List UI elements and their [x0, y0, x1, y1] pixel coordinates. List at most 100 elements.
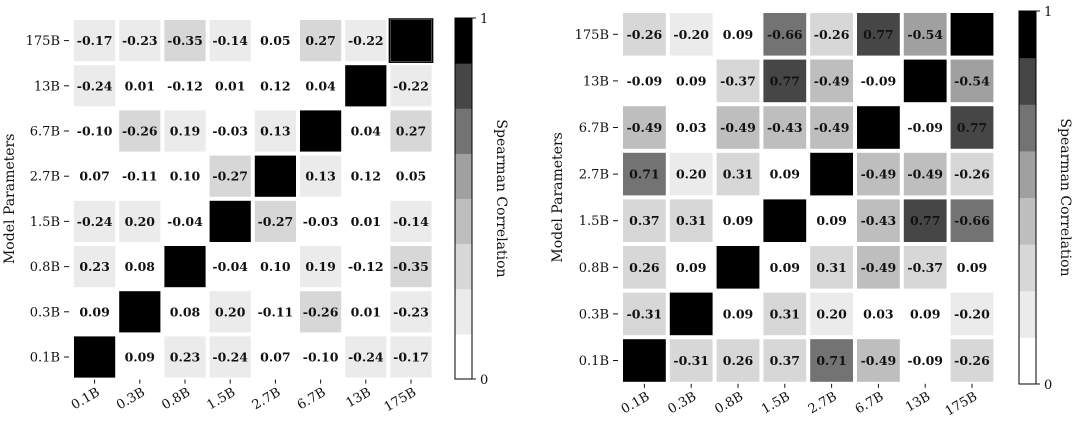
y-tick-label: 0.3B [579, 307, 609, 322]
y-tick-label: 6.7B [579, 121, 609, 136]
heatmap-cell [857, 152, 900, 196]
cell-value-label: -0.37 [720, 73, 756, 88]
cell-value-label: -0.09 [907, 353, 943, 368]
heatmap-cell [74, 110, 116, 152]
heatmap-cell [119, 155, 161, 197]
heatmap-cell [345, 291, 387, 333]
cell-value-label: 0.09 [957, 260, 987, 275]
heatmap-cell [857, 106, 900, 149]
heatmap-cell [345, 246, 387, 288]
heatmap-cell [716, 59, 760, 103]
colorbar-min-label: 0 [480, 373, 488, 388]
heatmap-cell [390, 65, 432, 107]
colorbar-frame [454, 17, 473, 380]
colorbar-segment [455, 333, 472, 380]
heatmap-cell [623, 13, 666, 56]
heatmap-cell [300, 336, 342, 378]
heatmap-cell [950, 246, 994, 289]
colorbar-segment [1019, 290, 1036, 338]
colorbar-segment [455, 288, 472, 335]
heatmap-cell [950, 339, 994, 382]
cell-value-label: -0.49 [720, 120, 756, 135]
heatmap-cell [903, 339, 947, 382]
heatmap-cell [164, 155, 206, 197]
y-tick-label: 13B [34, 79, 60, 94]
x-tick-label: 6.7B [853, 389, 887, 417]
heatmap-cell [390, 155, 432, 197]
heatmap-cell [669, 13, 713, 56]
cell-value-label: 0.04 [351, 124, 382, 139]
cell-value-label: 0.09 [125, 350, 155, 365]
heatmap-cell [164, 291, 206, 333]
x-tick-label: 0.3B [666, 389, 700, 417]
heatmap-cell [300, 20, 342, 62]
heatmap-cell [119, 20, 161, 62]
cell-value-label: -0.20 [954, 306, 990, 321]
colorbar-segment [1019, 244, 1036, 292]
x-tick-label: 1.5B [205, 385, 239, 413]
heatmap-cell [209, 65, 251, 107]
heatmap-cell [390, 20, 432, 62]
cell-value-label: 0.03 [863, 306, 893, 321]
cell-value-label: 0.20 [215, 304, 246, 319]
heatmap-cell [763, 339, 807, 382]
heatmap-cell [763, 13, 807, 56]
y-tick-label: 1.5B [579, 214, 609, 229]
heatmap-right: -0.26 -0.20 0.09 -0.66 -0.26 0.77 -0.54 -0.09 0.… [550, 5, 1073, 419]
heatmap-cell [74, 65, 116, 107]
cell-value-label: 0.09 [816, 213, 846, 228]
cell-value-label: -0.27 [258, 214, 294, 229]
heatmap-cell [74, 155, 116, 197]
cell-value-label: -0.26 [954, 353, 990, 368]
cell-value-label: 0.03 [676, 120, 706, 135]
heatmap-cell [716, 13, 760, 56]
cell-value-label: 0.77 [910, 213, 940, 228]
cell-value-label: -0.35 [393, 259, 429, 274]
heatmap-cell [669, 292, 713, 336]
colorbar-segment [455, 153, 472, 199]
heatmap-cell [345, 155, 387, 197]
heatmap-cell [623, 246, 666, 289]
heatmap-cell [300, 65, 342, 107]
cell-value-label: -0.66 [954, 213, 990, 228]
cell-value-label: 0.20 [676, 167, 707, 182]
heatmap-cell [623, 152, 666, 196]
x-tick-label: 13B [903, 389, 933, 415]
heatmap-cell [300, 200, 342, 242]
cell-value-label: 0.27 [396, 124, 426, 139]
colorbar-segment [1019, 197, 1036, 245]
cell-value-label: 0.19 [170, 124, 200, 139]
cell-value-label: 0.77 [863, 27, 893, 42]
cell-value-label: 0.26 [723, 353, 754, 368]
heatmap-cell [810, 59, 853, 103]
cell-value-label: -0.04 [212, 259, 248, 274]
heatmap-cell [119, 246, 161, 288]
cell-value-label: -0.17 [77, 33, 113, 48]
heatmap-cell [950, 292, 994, 336]
y-tick-label: 175B [26, 34, 60, 49]
heatmap-cell [763, 152, 807, 196]
heatmap-cell [345, 200, 387, 242]
x-tick-label: 0.1B [619, 389, 653, 417]
heatmap-cell [209, 155, 251, 197]
cell-value-label: 0.09 [770, 260, 800, 275]
heatmap-cell [903, 199, 947, 242]
cell-value-label: -0.03 [303, 214, 339, 229]
cell-value-label: 0.10 [260, 259, 291, 274]
y-tick-label: 2.7B [579, 168, 609, 183]
heatmap-cell [857, 59, 900, 103]
cell-value-label: -0.09 [907, 120, 943, 135]
cell-value-label: -0.49 [814, 120, 850, 135]
cell-value-label: 0.07 [260, 350, 290, 365]
x-tick-label: 0.8B [712, 389, 746, 417]
y-tick-label: 175B [575, 28, 609, 43]
cell-value-label: 0.09 [723, 213, 753, 228]
cell-value-label: -0.31 [673, 353, 709, 368]
heatmap-cell [254, 291, 296, 333]
cell-value-label: -0.24 [77, 78, 113, 93]
cell-value-label: 0.27 [305, 33, 335, 48]
cell-value-label: 0.09 [910, 306, 940, 321]
heatmap-cell [345, 65, 387, 107]
cell-value-label: 0.13 [260, 124, 290, 139]
heatmap-cell [164, 110, 206, 152]
